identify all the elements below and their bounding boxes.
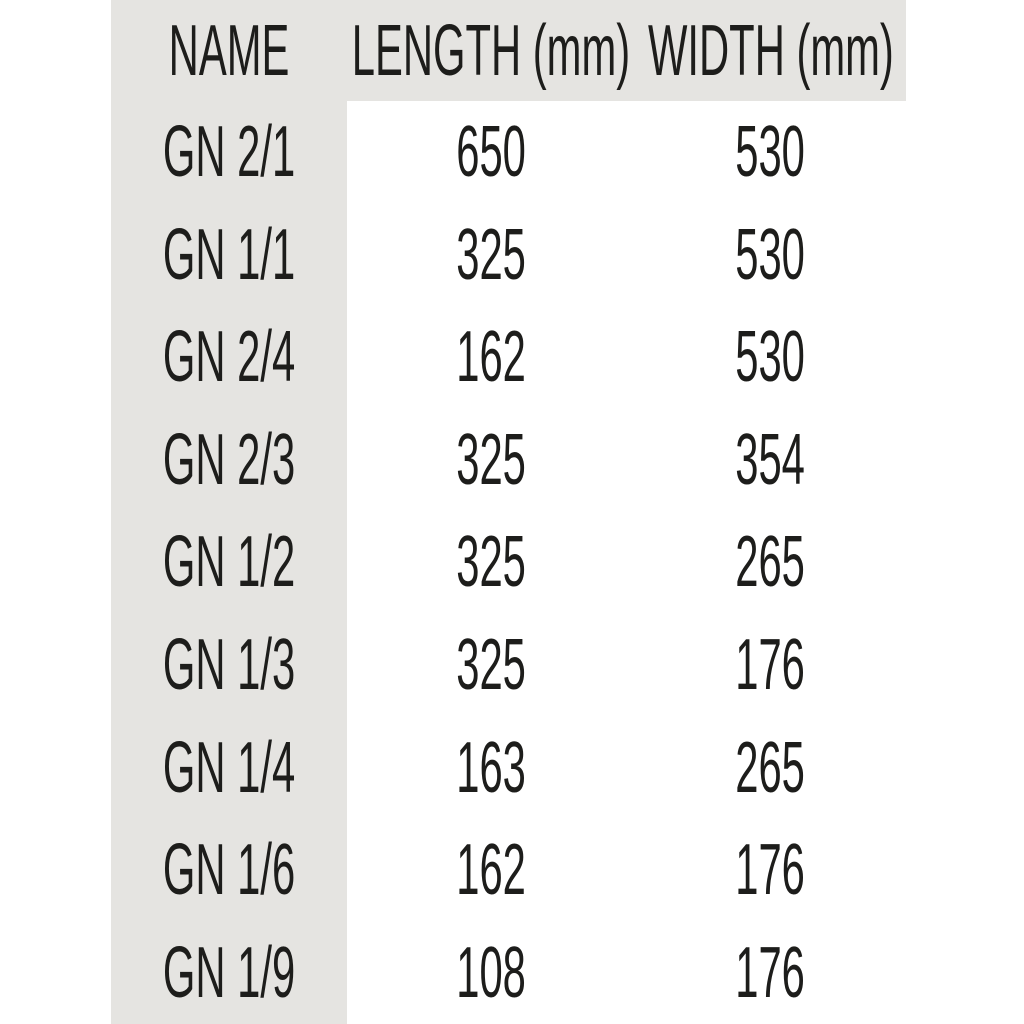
cell-name: GN 2/3 [111,409,347,512]
table-row: GN 1/4 163 265 [111,716,906,819]
table-row: GN 2/4 162 530 [111,306,906,409]
table-row: GN 2/3 325 354 [111,409,906,512]
table-header-row: NAME LENGTH (mm) WIDTH (mm) [111,0,906,101]
name-column-band [111,0,347,1024]
column-header-length-label: LENGTH (mm) [351,10,631,91]
cell-name: GN 1/6 [111,819,347,922]
length-value: 650 [456,112,526,193]
name-value: GN 2/3 [162,419,296,500]
length-value: 162 [456,317,526,398]
name-value: GN 1/2 [162,522,296,603]
width-value: 354 [735,419,806,500]
cell-name: GN 1/3 [111,614,347,717]
cell-length: 650 [347,101,635,204]
cell-name: GN 1/1 [111,204,347,307]
width-value: 265 [735,522,806,603]
width-value: 176 [735,830,806,911]
name-value: GN 1/1 [162,214,296,295]
column-header-length: LENGTH (mm) [347,0,635,101]
cell-name: GN 2/1 [111,101,347,204]
cell-width: 530 [635,204,906,307]
width-value: 530 [735,214,806,295]
name-value: GN 1/4 [162,727,296,808]
length-value: 163 [456,727,526,808]
length-value: 108 [456,932,526,1013]
width-value: 176 [735,625,806,705]
name-value: GN 1/3 [162,625,296,705]
width-value: 530 [735,317,806,398]
table-row: GN 1/6 162 176 [111,819,906,922]
cell-length: 325 [347,614,635,717]
cell-name: GN 1/4 [111,716,347,819]
column-header-name: NAME [111,0,347,101]
column-header-width-label: WIDTH (mm) [647,10,894,91]
cell-length: 325 [347,409,635,512]
length-value: 325 [456,214,526,295]
cell-name: GN 1/9 [111,921,347,1024]
length-value: 325 [456,522,526,603]
table-row: GN 1/1 325 530 [111,204,906,307]
cell-width: 530 [635,306,906,409]
cell-length: 325 [347,204,635,307]
cell-length: 162 [347,306,635,409]
cell-width: 176 [635,819,906,922]
cell-length: 162 [347,819,635,922]
cell-width: 176 [635,921,906,1024]
column-header-width: WIDTH (mm) [635,0,906,101]
cell-width: 530 [635,101,906,204]
length-value: 325 [456,625,526,705]
table-row: GN 2/1 650 530 [111,101,906,204]
cell-length: 163 [347,716,635,819]
name-value: GN 2/4 [162,317,296,398]
cell-width: 176 [635,614,906,717]
length-value: 325 [456,419,526,500]
cell-length: 108 [347,921,635,1024]
cell-name: GN 2/4 [111,306,347,409]
width-value: 265 [735,727,806,808]
name-value: GN 1/9 [162,932,296,1013]
cell-name: GN 1/2 [111,511,347,614]
table-row: GN 1/3 325 176 [111,614,906,717]
name-value: GN 1/6 [162,830,296,911]
table-row: GN 1/9 108 176 [111,921,906,1024]
name-value: GN 2/1 [162,112,296,193]
cell-width: 354 [635,409,906,512]
length-value: 162 [456,830,526,911]
width-value: 176 [735,932,806,1013]
width-value: 530 [735,112,806,193]
column-header-name-label: NAME [168,10,290,91]
table-row: GN 1/2 325 265 [111,511,906,614]
cell-length: 325 [347,511,635,614]
size-table: NAME LENGTH (mm) WIDTH (mm) GN 2/1 650 5… [111,0,906,1024]
cell-width: 265 [635,716,906,819]
cell-width: 265 [635,511,906,614]
